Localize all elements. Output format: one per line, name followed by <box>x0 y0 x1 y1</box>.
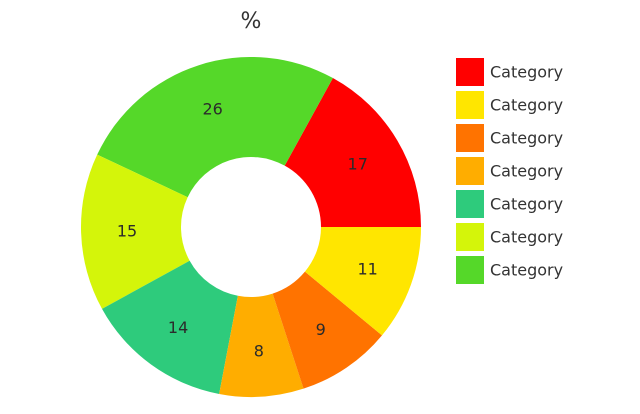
chart-title: % <box>241 9 262 34</box>
slice-value-label-5: 9 <box>316 320 326 339</box>
donut-slice-5 <box>272 271 382 389</box>
legend-label-2: Category <box>490 129 563 148</box>
donut-slice-3 <box>102 260 238 394</box>
donut-slice-6 <box>304 227 421 336</box>
legend-swatch-6 <box>456 256 484 284</box>
slice-value-label-6: 11 <box>357 260 377 279</box>
legend-swatch-3 <box>456 157 484 185</box>
donut-slice-1 <box>97 57 333 198</box>
legend-label-3: Category <box>490 162 563 181</box>
donut-slices: 17 26 15 14 8 9 11 <box>81 57 421 398</box>
slice-value-label-1: 26 <box>203 100 223 119</box>
slice-value-label-0: 17 <box>348 154 368 173</box>
donut-slice-4 <box>219 293 304 398</box>
legend-swatch-1 <box>456 91 484 119</box>
slice-value-label-4: 8 <box>254 341 264 360</box>
legend-label-6: Category <box>490 261 563 280</box>
slice-value-label-2: 15 <box>117 221 137 240</box>
legend-label-5: Category <box>490 228 563 247</box>
legend-swatch-4 <box>456 190 484 218</box>
legend-label-0: Category <box>490 63 563 82</box>
donut-slice-2 <box>81 154 190 309</box>
legend-swatch-2 <box>456 124 484 152</box>
slice-value-label-3: 14 <box>168 318 188 337</box>
legend-label-4: Category <box>490 195 563 214</box>
donut-slice-0 <box>284 78 421 227</box>
legend: Category Category Category Category Category… <box>456 58 563 284</box>
legend-swatch-0 <box>456 58 484 86</box>
legend-swatch-5 <box>456 223 484 251</box>
legend-label-1: Category <box>490 96 563 115</box>
